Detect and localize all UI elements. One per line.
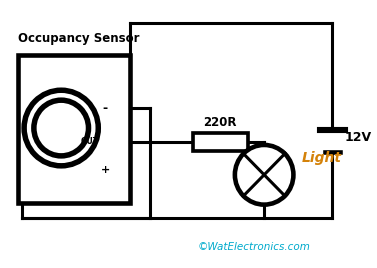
Text: 12V: 12V: [344, 132, 371, 144]
Text: OUT: OUT: [80, 137, 98, 146]
Bar: [193, 133, 248, 151]
Bar: [18, 55, 130, 203]
Text: ©WatElectronics.com: ©WatElectronics.com: [198, 243, 311, 252]
Circle shape: [24, 90, 98, 166]
Circle shape: [235, 145, 293, 205]
Text: Occupancy Sensor: Occupancy Sensor: [18, 32, 139, 45]
Text: Light: Light: [301, 151, 341, 165]
Circle shape: [34, 100, 89, 156]
Text: -: -: [103, 102, 108, 115]
Text: +: +: [101, 165, 110, 175]
Text: 220R: 220R: [204, 116, 237, 129]
